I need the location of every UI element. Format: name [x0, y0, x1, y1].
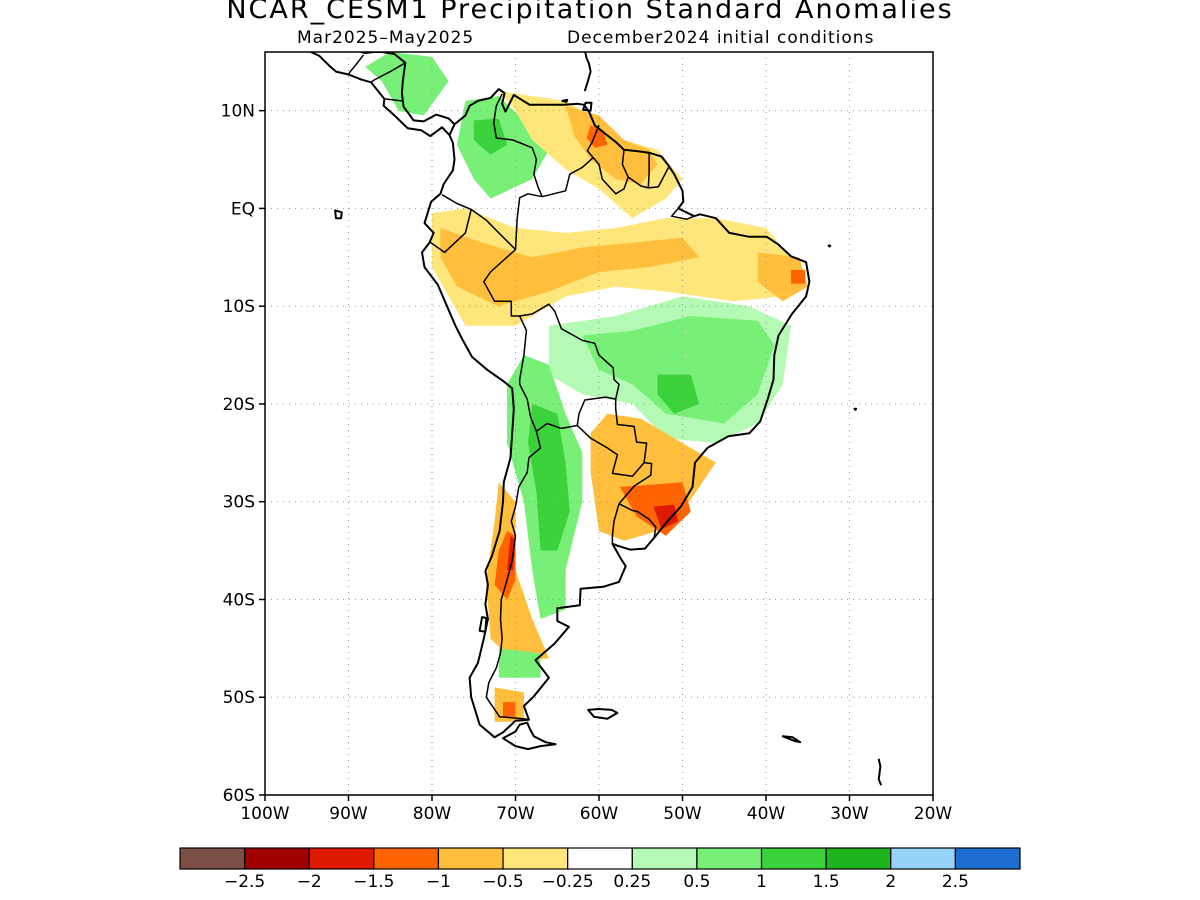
colorbar-label: 2.5 — [942, 872, 969, 892]
coastline-antilles — [583, 52, 592, 92]
tick-label-lon: 70W — [496, 804, 535, 824]
coastline-chiloe — [478, 616, 488, 633]
coastline-galapagos — [334, 209, 343, 220]
colorbar-swatch — [179, 847, 246, 870]
coastline-trindade — [853, 407, 858, 411]
tick-label-lon: 80W — [413, 804, 452, 824]
colorbar-label: −1 — [426, 872, 451, 892]
anomaly-central-brazil-wet-core — [582, 316, 775, 424]
coastline-falklands — [587, 708, 619, 720]
anomaly-shading — [365, 52, 808, 722]
border-peru-brazil-bolivia — [483, 248, 528, 385]
border-argentina-brazil — [618, 461, 653, 505]
colorbar-label: −0.25 — [542, 872, 594, 892]
border-guyana-borders — [592, 149, 629, 195]
tick-label-lon: 90W — [329, 804, 368, 824]
colorbar-swatch — [244, 847, 310, 870]
tick-label-lat: EQ — [231, 199, 255, 219]
coastline-trinidad — [582, 101, 593, 112]
coastline-south-america-coast — [421, 88, 811, 739]
border-guatemala-honduras — [347, 54, 365, 75]
coastline-south-georgia — [781, 735, 802, 744]
colorbar-label: 0.5 — [683, 872, 710, 892]
tick-label-lat: 10N — [221, 102, 255, 122]
border-bolivia-brazil — [519, 303, 620, 400]
anomaly-ne-brazil-dry-core — [791, 270, 806, 284]
border-uruguay — [618, 503, 657, 539]
tick-label-lon: 50W — [663, 804, 702, 824]
colorbar-label: 2 — [885, 872, 896, 892]
colorbar-swatch — [825, 847, 892, 870]
anomaly-colombia-wet-core — [473, 118, 508, 155]
tick-label-lat: 60S — [223, 786, 255, 806]
anomaly-chile-dry — [486, 482, 549, 663]
coastlines — [310, 52, 883, 786]
colorbar-swatch — [437, 847, 504, 870]
country-borders — [347, 54, 695, 721]
border-panama-colombia — [448, 123, 456, 136]
colorbar-label: 1 — [756, 872, 767, 892]
tick-label-lon: 20W — [914, 804, 953, 824]
tick-label-lat: 20S — [223, 395, 255, 415]
anomaly-parana-dry — [590, 413, 716, 541]
tick-label-lon: 30W — [830, 804, 869, 824]
colorbar-swatch — [696, 847, 763, 870]
border-central-america-internal — [384, 98, 402, 102]
tick-label-lon: 60W — [580, 804, 619, 824]
colorbar-label: −0.5 — [482, 872, 523, 892]
border-colombia-brazil-peru — [441, 193, 543, 251]
colorbar-swatch — [567, 847, 633, 870]
colorbar-swatch — [308, 847, 375, 870]
anomaly-patagonia-dry-core — [503, 702, 516, 717]
border-bolivia-paraguay — [576, 396, 616, 426]
border-honduras-nicaragua — [370, 62, 406, 83]
tick-label-lat: 30S — [223, 493, 255, 513]
border-fg-brazil — [648, 166, 670, 189]
anomaly-amazon-dry-core — [440, 228, 700, 307]
initial-conditions: December2024 initial conditions — [567, 28, 875, 48]
border-venezuela-brazil — [542, 125, 600, 198]
tick-label-lat: 10S — [223, 297, 255, 317]
coastline-south-sandwich — [877, 758, 883, 786]
tick-label-lon: 40W — [747, 804, 786, 824]
colorbar-swatch — [502, 847, 569, 870]
tick-label-lon: 100W — [240, 804, 289, 824]
anomaly-patagonia-wet — [498, 648, 541, 678]
colorbar: −2.5 −2 −1.5 −1 −0.5 −0.25 0.25 0.5 1 1.5 2 2.5 — [179, 847, 1021, 892]
forecast-period: Mar2025–May2025 — [297, 28, 475, 48]
colorbar-label: −2.5 — [224, 872, 265, 892]
border-colombia-venezuela — [493, 93, 543, 197]
border-uruguay-argentina — [611, 503, 620, 544]
colorbar-swatch — [373, 847, 440, 870]
coastline-caribbean-islands — [561, 98, 569, 103]
anomaly-parana-dry-spot — [653, 504, 679, 530]
anomaly-guianas-dry — [565, 105, 658, 184]
colorbar-swatch — [890, 847, 956, 870]
coastline-tierra-del-fuego — [502, 721, 557, 751]
tick-label-lat: 50S — [223, 688, 255, 708]
coastline-fernando-de-noronha — [827, 244, 832, 248]
border-chile-argentina — [485, 431, 542, 721]
colorbar-swatch — [631, 847, 698, 870]
colorbar-label: 0.25 — [613, 872, 651, 892]
colorbar-label: −2 — [297, 872, 322, 892]
border-amazon-river-mouth — [670, 207, 695, 220]
border-ecuador-peru — [429, 209, 472, 254]
chart-title: NCAR_CESM1 Precipitation Standard Anomal… — [226, 0, 954, 25]
colorbar-swatch — [760, 847, 827, 870]
axes: 100W 90W 80W 70W 60W 50W 40W 30W 20W 10N EQ 10S 20S 3… — [221, 102, 953, 824]
anomaly-central-america-wet — [365, 52, 449, 116]
tick-label-lat: 40S — [223, 590, 255, 610]
colorbar-label: −1.5 — [353, 872, 394, 892]
coastline-central-america-coast — [360, 52, 456, 126]
anomaly-chile-dry-spot — [507, 535, 516, 571]
colorbar-label: 1.5 — [813, 872, 840, 892]
colorbar-swatch — [954, 847, 1021, 870]
anomaly-ne-brazil-dry — [757, 252, 808, 302]
